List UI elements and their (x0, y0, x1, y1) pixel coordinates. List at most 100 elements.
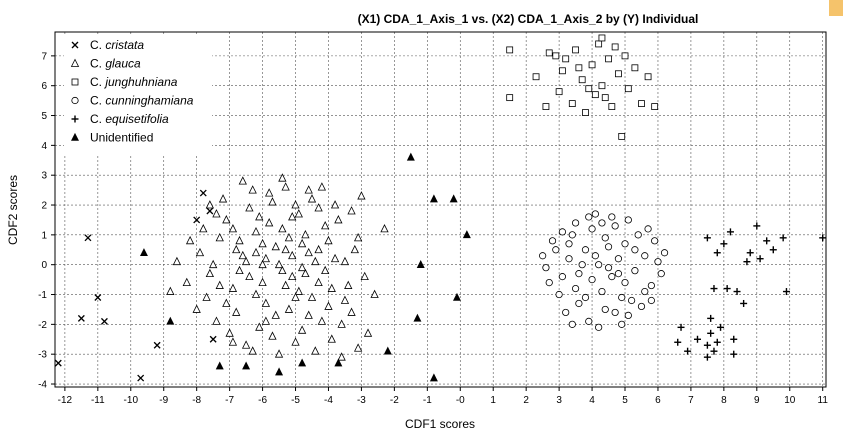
data-point (153, 341, 161, 349)
x-tick-label: -11 (91, 395, 105, 406)
data-point (268, 331, 277, 340)
data-point (182, 277, 191, 286)
data-point (344, 280, 353, 289)
data-point (631, 267, 639, 275)
data-point (601, 305, 609, 314)
y-axis-label: CDF2 scores (6, 175, 20, 245)
data-point (324, 301, 333, 310)
data-point (604, 264, 613, 272)
data-point (235, 235, 244, 245)
data-point (582, 109, 589, 116)
data-point (232, 307, 241, 316)
data-point (235, 265, 244, 275)
x-tick-label: 6 (655, 395, 661, 406)
data-point (261, 316, 271, 325)
data-point (684, 347, 692, 355)
data-point (641, 252, 649, 260)
data-point (258, 259, 267, 269)
data-point (611, 222, 619, 230)
data-points (54, 34, 827, 382)
data-point (166, 286, 175, 295)
data-point (258, 238, 267, 248)
x-tick-label: 5 (622, 395, 628, 406)
data-point (588, 225, 596, 233)
data-point (209, 335, 217, 343)
data-point (598, 82, 606, 90)
data-point (255, 212, 264, 221)
data-point (595, 40, 603, 48)
data-point (588, 276, 596, 284)
data-point (251, 247, 261, 257)
data-point (281, 280, 290, 289)
data-point (532, 73, 540, 81)
data-point (209, 259, 218, 269)
data-point (562, 55, 570, 63)
data-point (720, 240, 728, 248)
data-point (340, 256, 350, 266)
data-point (238, 250, 247, 260)
x-tick-label: 1 (490, 395, 496, 406)
data-point (218, 194, 228, 203)
data-point (301, 229, 310, 239)
data-point (248, 346, 257, 355)
data-point (284, 232, 294, 242)
data-point (222, 215, 231, 224)
data-point (726, 228, 734, 236)
x-tick-label: -2 (390, 395, 399, 406)
data-point (360, 271, 369, 281)
legend-label: C. equisetifolia (90, 112, 169, 126)
data-point (288, 271, 297, 281)
data-point (413, 313, 422, 322)
y-tick-label: 2 (41, 201, 47, 212)
data-point (321, 265, 330, 275)
data-point (565, 240, 573, 248)
data-point (324, 235, 333, 245)
data-point (753, 222, 761, 230)
data-point (710, 285, 718, 293)
data-point (746, 249, 754, 257)
data-point (291, 292, 300, 301)
data-point (195, 247, 205, 257)
data-point (225, 328, 234, 337)
data-point (337, 352, 346, 361)
data-point (575, 270, 583, 278)
data-point (297, 238, 307, 248)
legend-label: C. cristata (90, 38, 144, 52)
y-tick-label: -3 (38, 350, 47, 361)
data-point (621, 240, 629, 248)
data-point (703, 341, 711, 349)
y-tick-label: 3 (41, 171, 47, 182)
data-point (77, 314, 85, 322)
data-point (334, 358, 343, 367)
data-point (595, 323, 603, 331)
x-tick-label: -1 (423, 395, 432, 406)
data-point (601, 94, 609, 102)
data-point (565, 255, 573, 263)
data-point (265, 218, 274, 227)
data-point (288, 250, 297, 260)
data-point (506, 46, 514, 54)
data-point (301, 268, 310, 278)
data-point (327, 283, 336, 292)
data-point (608, 103, 616, 110)
data-point (730, 335, 738, 343)
data-point (733, 288, 741, 296)
x-axis-label: CDF1 scores (405, 417, 475, 431)
data-point (228, 283, 238, 292)
data-point (274, 349, 284, 358)
data-point (559, 67, 566, 75)
data-point (621, 278, 629, 287)
data-point (638, 100, 645, 107)
data-point (185, 235, 195, 245)
x-tick-label: 9 (754, 395, 760, 406)
data-point (245, 271, 254, 281)
data-point (363, 328, 373, 337)
series-c-junghuhniana (506, 34, 659, 140)
data-point (694, 335, 701, 343)
data-point (555, 290, 563, 299)
data-point (242, 361, 251, 370)
data-point (202, 292, 211, 301)
data-point (624, 216, 632, 224)
data-point (614, 270, 623, 278)
data-point (571, 219, 580, 227)
